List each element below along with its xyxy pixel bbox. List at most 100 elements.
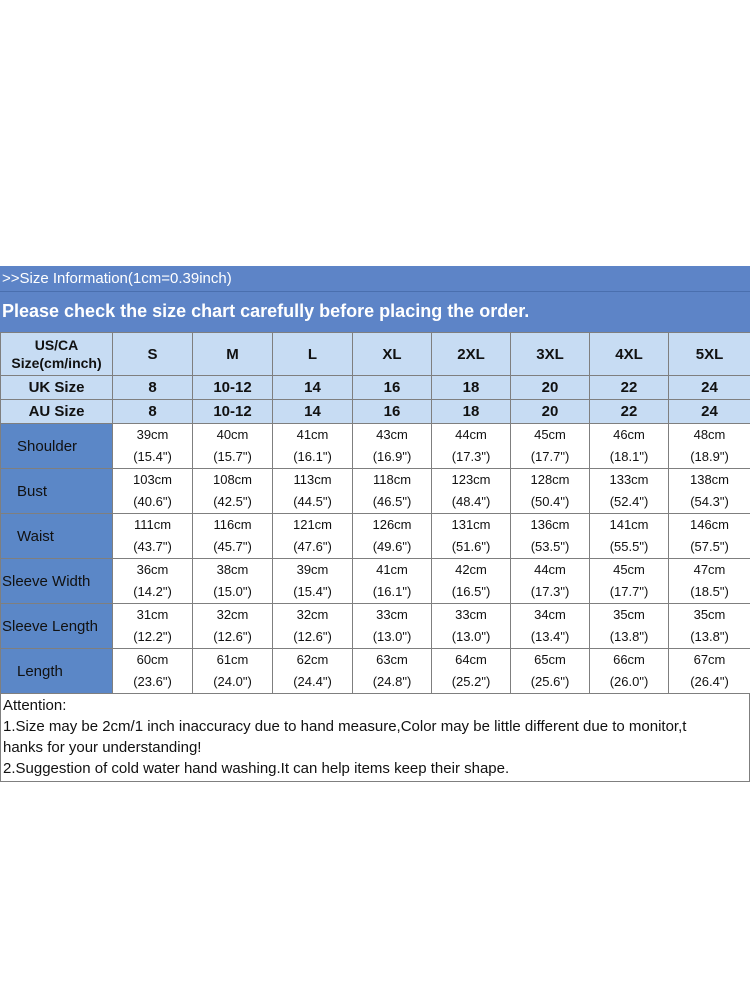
au-size-value: 8 <box>112 399 193 424</box>
measurement-label-text: Waist <box>17 527 54 545</box>
uk-size-value: 18 <box>431 375 511 400</box>
measurement-row: Length 60cm (23.6") 61cm (24.0") 62cm (24.4") 6… <box>0 648 750 694</box>
measurement-inch: (50.4") <box>530 494 570 509</box>
measurement-cm: 65cm <box>534 652 566 667</box>
measurement-label: Bust <box>0 468 113 514</box>
measurement-cm: 61cm <box>216 652 249 667</box>
measurement-inch: (42.5") <box>213 494 252 509</box>
measurement-inch: (26.0") <box>609 674 649 689</box>
measurement-cell: 123cm (48.4") <box>431 468 511 514</box>
measurement-cm: 45cm <box>613 562 645 577</box>
measurement-cell: 44cm (17.3") <box>510 558 590 604</box>
measurement-cm: 35cm <box>613 607 645 622</box>
measurement-inch: (15.4") <box>293 584 332 599</box>
measurement-cell: 47cm (18.5") <box>668 558 750 604</box>
measurement-label-text: Sleeve Length <box>2 617 98 635</box>
measurement-inch: (26.4") <box>690 674 729 689</box>
measurement-cm: 39cm <box>136 427 169 442</box>
measurement-cell: 36cm (14.2") <box>112 558 193 604</box>
measurement-cm: 43cm <box>376 427 408 442</box>
attention-line-2: hanks for your understanding! <box>3 739 202 756</box>
measurement-cm: 66cm <box>613 652 645 667</box>
measurement-inch: (17.3") <box>530 584 570 599</box>
measurement-cm: 123cm <box>451 472 491 487</box>
measurement-row: Sleeve Width 36cm (14.2") 38cm (15.0") 39cm (1… <box>0 558 750 604</box>
measurement-cell: 39cm (15.4") <box>112 423 193 469</box>
measurement-row: Sleeve Length 31cm (12.2") 32cm (12.6") 32cm (… <box>0 603 750 649</box>
measurement-inch: (47.6") <box>293 539 332 554</box>
size-header-s: S <box>112 332 193 376</box>
au-size-row: AU Size 8 10-12 14 16 18 20 22 24 <box>0 399 750 424</box>
au-size-value: 14 <box>272 399 353 424</box>
size-table: US/CA Size(cm/inch) S M L XL 2XL 3XL 4XL… <box>0 332 750 694</box>
measurement-cm: 64cm <box>455 652 487 667</box>
measurement-inch: (18.1") <box>609 449 649 464</box>
measurement-cell: 39cm (15.4") <box>272 558 353 604</box>
measurement-inch: (17.7") <box>530 449 570 464</box>
measurement-inch: (12.6") <box>213 629 252 644</box>
measurement-cm: 31cm <box>136 607 169 622</box>
measurement-cell: 31cm (12.2") <box>112 603 193 649</box>
measurement-inch: (16.9") <box>372 449 412 464</box>
measurement-inch: (48.4") <box>451 494 491 509</box>
measurement-cell: 60cm (23.6") <box>112 648 193 694</box>
measurement-cm: 38cm <box>216 562 249 577</box>
au-size-value: 18 <box>431 399 511 424</box>
measurement-cm: 32cm <box>296 607 329 622</box>
attention-line-1: 1.Size may be 2cm/1 inch inaccuracy due … <box>3 718 687 735</box>
measurement-cm: 33cm <box>376 607 408 622</box>
measurement-inch: (40.6") <box>133 494 172 509</box>
measurement-cell: 141cm (55.5") <box>589 513 669 559</box>
measurement-cell: 65cm (25.6") <box>510 648 590 694</box>
measurement-cell: 35cm (13.8") <box>668 603 750 649</box>
measurement-inch: (57.5") <box>690 539 729 554</box>
attention-notes: Attention: 1.Size may be 2cm/1 inch inac… <box>0 694 750 782</box>
measurement-inch: (53.5") <box>530 539 570 554</box>
measurement-inch: (24.4") <box>293 674 332 689</box>
size-header-l: L <box>272 332 353 376</box>
measurement-cell: 108cm (42.5") <box>192 468 273 514</box>
measurement-cm: 60cm <box>136 652 169 667</box>
size-header-4xl: 4XL <box>589 332 669 376</box>
measurement-inch: (43.7") <box>133 539 172 554</box>
measurement-label-text: Length <box>17 662 63 680</box>
measurement-cm: 113cm <box>293 472 332 487</box>
uk-size-row: UK Size 8 10-12 14 16 18 20 22 24 <box>0 375 750 400</box>
measurement-inch: (12.6") <box>293 629 332 644</box>
measurement-cm: 36cm <box>136 562 169 577</box>
measurement-cm: 136cm <box>530 517 570 532</box>
measurement-inch: (54.3") <box>690 494 729 509</box>
measurement-cell: 34cm (13.4") <box>510 603 590 649</box>
measurement-label: Shoulder <box>0 423 113 469</box>
measurement-inch: (16.1") <box>372 584 412 599</box>
measurement-cell: 66cm (26.0") <box>589 648 669 694</box>
measurement-cm: 62cm <box>296 652 329 667</box>
measurement-cm: 46cm <box>613 427 645 442</box>
measurement-inch: (25.6") <box>530 674 570 689</box>
measurement-label-text: Shoulder <box>17 437 78 455</box>
measurement-cell: 136cm (53.5") <box>510 513 590 559</box>
measurement-cell: 33cm (13.0") <box>352 603 432 649</box>
measurement-inch: (13.8") <box>609 629 649 644</box>
measurement-cell: 103cm (40.6") <box>112 468 193 514</box>
measurement-cm: 35cm <box>693 607 726 622</box>
size-header-xl: XL <box>352 332 432 376</box>
measurement-cm: 41cm <box>296 427 329 442</box>
measurement-inch: (17.7") <box>609 584 649 599</box>
measurement-cell: 61cm (24.0") <box>192 648 273 694</box>
measurement-inch: (16.1") <box>293 449 332 464</box>
measurement-cm: 39cm <box>296 562 329 577</box>
measurement-inch: (44.5") <box>293 494 332 509</box>
measurement-label: Length <box>0 648 113 694</box>
measurement-inch: (15.4") <box>133 449 172 464</box>
size-chart-notice: Please check the size chart carefully be… <box>0 292 750 332</box>
measurement-cell: 67cm (26.4") <box>668 648 750 694</box>
measurement-inch: (14.2") <box>133 584 172 599</box>
measurement-cell: 118cm (46.5") <box>352 468 432 514</box>
measurement-cm: 138cm <box>689 472 730 487</box>
measurement-inch: (13.4") <box>530 629 570 644</box>
au-size-label: AU Size <box>0 399 113 424</box>
measurement-cell: 111cm (43.7") <box>112 513 193 559</box>
measurement-cell: 113cm (44.5") <box>272 468 353 514</box>
au-size-value: 24 <box>668 399 750 424</box>
